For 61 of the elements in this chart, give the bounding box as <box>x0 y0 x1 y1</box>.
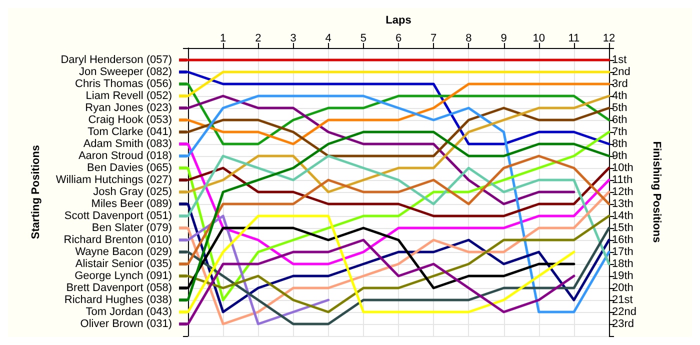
y2-axis-title: Finishing Positions <box>650 141 662 243</box>
x-tick-label: 4 <box>325 32 332 44</box>
legend-label: Chris Thomas (056) <box>75 78 172 90</box>
y-tick-label: 2nd <box>612 66 630 78</box>
legend-label: William Hutchings (027) <box>56 174 172 186</box>
y-tick-label: 7th <box>612 126 628 138</box>
x-tick-label: 7 <box>430 32 437 44</box>
x-tick-label: 5 <box>360 32 366 44</box>
x-axis-title: Laps <box>386 14 412 26</box>
y-tick-label: 20th <box>612 282 634 294</box>
legend-label: Ben Davies (065) <box>87 162 172 174</box>
y-tick-label: 8th <box>612 138 628 150</box>
legend-label: Miles Beer (089) <box>91 198 172 210</box>
legend-label: Richard Brenton (010) <box>64 234 172 246</box>
y-tick-label: 22nd <box>612 306 636 318</box>
legend-label: Aaron Stroud (018) <box>78 150 172 162</box>
x-tick-label: 1 <box>220 32 226 44</box>
y-tick-label: 14th <box>612 210 634 222</box>
x-tick-label: 12 <box>602 32 616 44</box>
y-tick-label: 6th <box>612 114 628 126</box>
y-tick-label: 19th <box>612 270 634 282</box>
text: Starting Positions <box>30 144 42 240</box>
y-tick-label: 4th <box>612 90 628 102</box>
x-tick-label: 6 <box>395 32 402 44</box>
y-tick-label: 13th <box>612 198 634 210</box>
y-tick-label: 10th <box>612 162 634 174</box>
legend-label: Oliver Brown (031) <box>80 318 172 330</box>
y-tick-label: 5th <box>612 102 628 114</box>
x-tick-label: 10 <box>532 32 545 44</box>
legend-label: Scott Davenport (051) <box>64 210 172 222</box>
y-tick-label: 23rd <box>612 318 634 330</box>
y-tick-label: 11th <box>612 174 633 186</box>
legend-label: George Lynch (091) <box>74 270 172 282</box>
legend-label: Brett Davenport (058) <box>66 282 172 294</box>
legend-label: Josh Gray (025) <box>93 186 172 198</box>
legend-label: Wayne Bacon (029) <box>75 246 172 258</box>
legend-label: Alistair Senior (035) <box>75 258 172 270</box>
legend-label: Daryl Henderson (057) <box>60 54 172 66</box>
legend-label: Craig Hook (053) <box>88 114 172 126</box>
legend-label: Adam Smith (083) <box>83 138 172 150</box>
legend-label: Liam Revell (052) <box>86 90 172 102</box>
x-tick-label: 2 <box>255 32 262 44</box>
y-tick-label: 12th <box>612 186 634 198</box>
legend-label: Tom Jordan (043) <box>86 306 172 318</box>
x-tick-label: 8 <box>466 32 472 44</box>
y-tick-label: 3rd <box>612 78 628 90</box>
x-tick-label: 11 <box>568 32 580 44</box>
x-tick-label: 9 <box>500 32 507 44</box>
y-tick-label: 18th <box>612 258 634 270</box>
y-tick-label: 21st <box>612 294 633 306</box>
y-tick-label: 1st <box>612 54 627 66</box>
y-tick-label: 17th <box>612 246 634 258</box>
x-tick-label: 3 <box>290 32 296 44</box>
legend-label: Ryan Jones (023) <box>85 102 172 114</box>
y-tick-label: 15th <box>612 222 634 234</box>
y-tick-label: 9th <box>612 150 628 162</box>
legend-label: Ben Slater (079) <box>92 222 172 234</box>
legend-label: Tom Clarke (041) <box>88 126 172 138</box>
legend-label: Richard Hughes (038) <box>64 294 172 306</box>
legend-label: Jon Sweeper (082) <box>79 66 172 78</box>
y-tick-label: 16th <box>612 234 634 246</box>
